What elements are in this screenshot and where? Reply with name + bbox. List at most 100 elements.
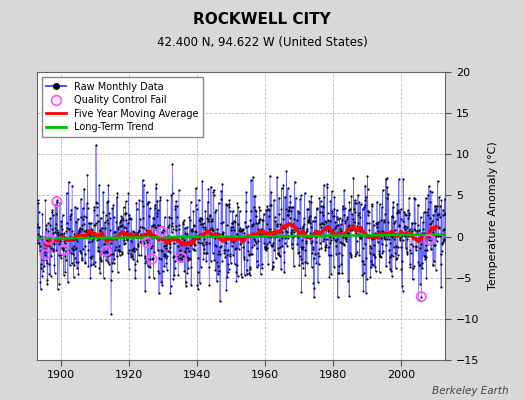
Point — [222, 286, 231, 293]
Point — [160, 251, 168, 257]
Point — [192, 206, 201, 212]
Point — [404, 215, 412, 221]
Point — [63, 220, 71, 226]
Point — [329, 235, 337, 242]
Point — [110, 256, 118, 262]
Point — [231, 234, 239, 240]
Point — [163, 197, 171, 203]
Point — [232, 278, 241, 284]
Point — [378, 187, 387, 194]
Point — [105, 245, 114, 251]
Point — [137, 233, 145, 240]
Point — [177, 254, 185, 261]
Point — [114, 224, 122, 230]
Point — [433, 216, 442, 222]
Point — [344, 230, 352, 236]
Point — [277, 266, 285, 272]
Point — [149, 275, 158, 281]
Point — [427, 224, 435, 231]
Point — [337, 216, 346, 223]
Point — [348, 226, 356, 232]
Point — [80, 212, 88, 219]
Point — [151, 204, 159, 211]
Point — [176, 251, 184, 258]
Point — [402, 231, 410, 237]
Point — [377, 217, 385, 223]
Point — [169, 276, 178, 282]
Point — [275, 210, 283, 217]
Point — [439, 206, 447, 213]
Point — [171, 227, 180, 234]
Point — [160, 214, 169, 221]
Point — [68, 228, 76, 234]
Point — [268, 266, 277, 273]
Point — [319, 238, 328, 244]
Point — [218, 258, 226, 265]
Point — [409, 264, 417, 271]
Point — [89, 233, 97, 240]
Point — [91, 262, 99, 269]
Point — [156, 194, 165, 200]
Point — [112, 244, 120, 250]
Point — [330, 212, 338, 219]
Point — [166, 290, 174, 296]
Point — [132, 230, 140, 236]
Text: 42.400 N, 94.622 W (United States): 42.400 N, 94.622 W (United States) — [157, 36, 367, 49]
Point — [274, 245, 282, 252]
Point — [218, 180, 226, 187]
Point — [75, 248, 84, 254]
Point — [381, 231, 390, 237]
Point — [436, 202, 444, 209]
Point — [246, 272, 254, 278]
Point — [81, 250, 89, 257]
Point — [92, 142, 100, 149]
Point — [204, 198, 212, 205]
Point — [237, 227, 245, 234]
Point — [291, 226, 299, 232]
Point — [396, 235, 405, 241]
Point — [387, 232, 395, 238]
Point — [247, 177, 255, 184]
Point — [314, 250, 322, 256]
Point — [361, 182, 369, 189]
Point — [330, 206, 339, 213]
Point — [149, 222, 157, 229]
Point — [52, 198, 61, 205]
Point — [189, 208, 198, 214]
Point — [420, 209, 428, 216]
Point — [399, 218, 408, 224]
Point — [307, 199, 315, 205]
Point — [351, 209, 359, 215]
Point — [115, 252, 124, 258]
Point — [120, 223, 128, 230]
Point — [260, 232, 268, 239]
Point — [59, 272, 68, 278]
Point — [320, 236, 329, 242]
Point — [109, 236, 117, 242]
Point — [247, 223, 256, 229]
Point — [57, 218, 66, 224]
Point — [234, 232, 243, 239]
Point — [182, 283, 190, 289]
Point — [358, 245, 367, 251]
Point — [165, 214, 173, 220]
Point — [129, 229, 138, 235]
Point — [36, 248, 44, 254]
Point — [174, 256, 182, 263]
Point — [61, 269, 69, 275]
Point — [82, 229, 91, 236]
Point — [179, 219, 187, 226]
Point — [176, 248, 184, 255]
Point — [427, 245, 435, 252]
Point — [327, 237, 335, 243]
Point — [405, 212, 413, 218]
Point — [402, 212, 410, 218]
Point — [69, 247, 78, 253]
Point — [241, 219, 249, 226]
Point — [40, 262, 48, 269]
Point — [394, 207, 402, 213]
Point — [139, 215, 148, 222]
Point — [105, 260, 113, 267]
Point — [428, 236, 436, 243]
Point — [346, 250, 355, 256]
